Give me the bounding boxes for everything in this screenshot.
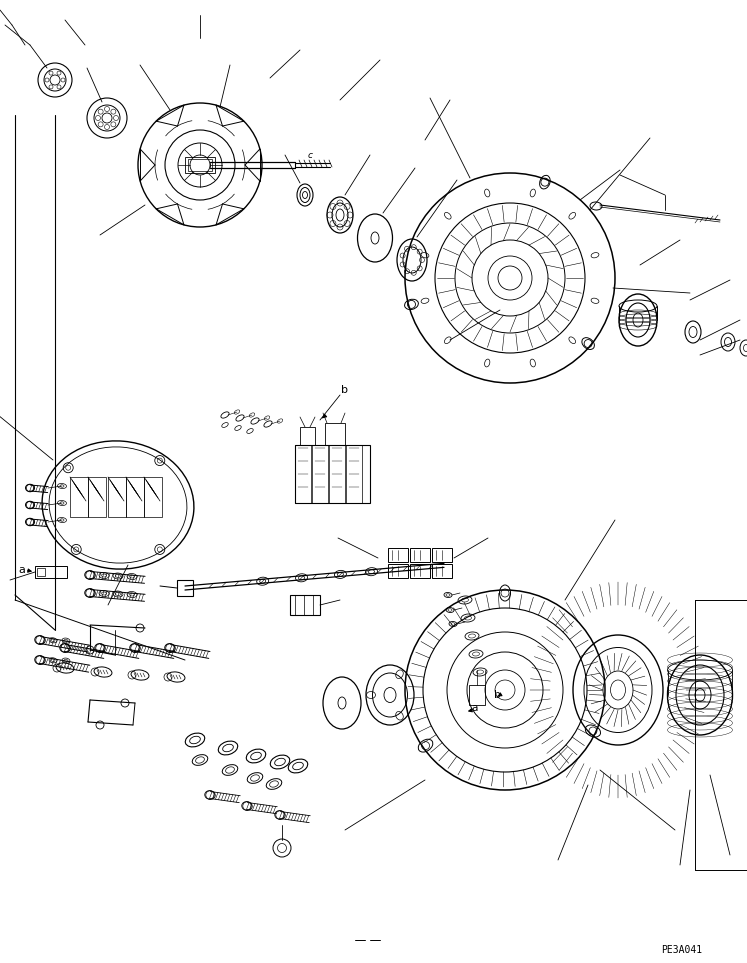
Bar: [329, 445, 345, 503]
Text: PE3A041: PE3A041: [661, 945, 703, 955]
Text: a: a: [472, 703, 478, 713]
Bar: [410, 548, 430, 562]
Bar: [185, 157, 215, 173]
Bar: [300, 427, 315, 445]
Bar: [325, 423, 345, 445]
Bar: [388, 548, 408, 562]
Text: a: a: [19, 565, 25, 575]
Bar: [88, 477, 106, 517]
Bar: [469, 685, 485, 705]
Bar: [144, 477, 162, 517]
Text: c: c: [308, 150, 312, 160]
Bar: [188, 159, 212, 171]
Bar: [35, 566, 67, 578]
Bar: [432, 548, 452, 562]
Bar: [290, 595, 320, 615]
Bar: [388, 564, 408, 578]
Bar: [410, 564, 430, 578]
Bar: [108, 477, 126, 517]
Bar: [126, 477, 144, 517]
Bar: [70, 477, 88, 517]
Bar: [312, 445, 328, 503]
Bar: [177, 580, 193, 596]
Bar: [432, 564, 452, 578]
Text: b: b: [494, 690, 500, 700]
Text: b: b: [341, 385, 349, 395]
Bar: [295, 445, 370, 503]
Bar: [37, 568, 45, 576]
Bar: [295, 445, 311, 503]
Bar: [346, 445, 362, 503]
